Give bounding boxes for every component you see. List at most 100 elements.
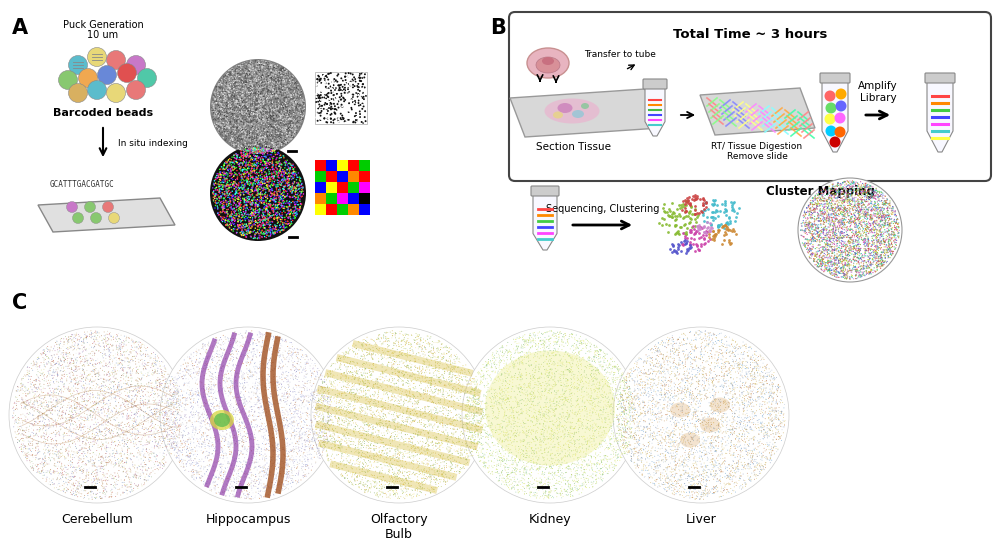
Point bbox=[504, 438, 520, 447]
Point bbox=[660, 449, 676, 458]
Point bbox=[623, 374, 639, 383]
Point bbox=[395, 351, 411, 360]
Point bbox=[545, 461, 561, 470]
Point bbox=[35, 428, 51, 437]
Point bbox=[595, 383, 611, 391]
Point bbox=[516, 341, 532, 349]
Point bbox=[278, 76, 294, 85]
Point bbox=[224, 213, 240, 221]
Point bbox=[222, 125, 238, 134]
Point bbox=[403, 455, 419, 464]
Point bbox=[850, 253, 866, 262]
Point bbox=[295, 110, 311, 119]
Point bbox=[582, 457, 598, 466]
Point bbox=[222, 82, 238, 91]
Point bbox=[55, 348, 71, 357]
Point bbox=[871, 236, 887, 245]
Point bbox=[873, 187, 889, 196]
Point bbox=[467, 445, 483, 454]
Point bbox=[234, 98, 250, 107]
Point bbox=[271, 131, 287, 140]
Point bbox=[169, 390, 185, 399]
Point bbox=[238, 125, 254, 134]
Point bbox=[69, 371, 85, 380]
Point bbox=[109, 424, 125, 433]
Point bbox=[554, 482, 570, 491]
Point bbox=[653, 390, 669, 399]
Point bbox=[443, 432, 459, 441]
Point bbox=[852, 262, 868, 270]
Point bbox=[233, 72, 249, 81]
Point bbox=[82, 434, 98, 443]
Point bbox=[173, 373, 189, 381]
Point bbox=[257, 138, 273, 147]
Point bbox=[312, 445, 328, 454]
Point bbox=[412, 364, 428, 373]
Point bbox=[480, 464, 496, 473]
Point bbox=[850, 272, 866, 280]
Point bbox=[701, 230, 717, 239]
Point bbox=[751, 391, 767, 400]
Point bbox=[847, 222, 863, 231]
Point bbox=[66, 357, 82, 366]
Point bbox=[237, 437, 253, 445]
Point bbox=[696, 443, 712, 452]
Point bbox=[283, 429, 299, 438]
Point bbox=[259, 174, 275, 183]
Point bbox=[846, 274, 862, 283]
Point bbox=[710, 411, 726, 420]
Point bbox=[637, 454, 653, 463]
Point bbox=[43, 363, 59, 371]
Point bbox=[874, 228, 890, 237]
Point bbox=[414, 473, 430, 481]
Point bbox=[99, 487, 115, 496]
Point bbox=[335, 374, 351, 383]
Point bbox=[268, 112, 284, 121]
Point bbox=[659, 348, 675, 357]
Point bbox=[264, 109, 280, 118]
Point bbox=[252, 112, 268, 120]
Point bbox=[827, 258, 843, 267]
Point bbox=[641, 365, 657, 374]
Point bbox=[288, 119, 304, 128]
Point bbox=[678, 374, 694, 383]
Point bbox=[835, 211, 851, 220]
Point bbox=[571, 414, 587, 423]
Point bbox=[416, 460, 432, 469]
Point bbox=[329, 100, 345, 109]
Point bbox=[353, 408, 369, 417]
Point bbox=[277, 65, 293, 73]
Point bbox=[619, 429, 635, 438]
Point bbox=[70, 481, 86, 490]
Point bbox=[750, 460, 766, 469]
Point bbox=[266, 144, 282, 152]
Point bbox=[243, 145, 259, 154]
Point bbox=[275, 151, 291, 160]
Point bbox=[659, 394, 675, 402]
Point bbox=[125, 365, 141, 374]
Point bbox=[220, 94, 236, 103]
Point bbox=[250, 381, 266, 390]
Point bbox=[735, 404, 751, 413]
Point bbox=[533, 334, 549, 343]
Point bbox=[469, 380, 485, 389]
Point bbox=[372, 375, 388, 384]
Point bbox=[281, 80, 297, 89]
Point bbox=[500, 394, 516, 403]
Point bbox=[703, 478, 719, 487]
Point bbox=[595, 381, 611, 390]
Point bbox=[211, 78, 227, 87]
Point bbox=[810, 210, 826, 219]
Point bbox=[857, 185, 873, 194]
Point bbox=[285, 349, 301, 358]
Point bbox=[151, 378, 167, 386]
Point bbox=[314, 442, 330, 450]
Point bbox=[669, 450, 685, 459]
Point bbox=[605, 357, 621, 366]
Point bbox=[245, 105, 261, 114]
Point bbox=[688, 460, 704, 469]
Point bbox=[859, 219, 875, 228]
Point bbox=[39, 359, 55, 368]
Point bbox=[184, 437, 200, 445]
Point bbox=[274, 192, 290, 201]
